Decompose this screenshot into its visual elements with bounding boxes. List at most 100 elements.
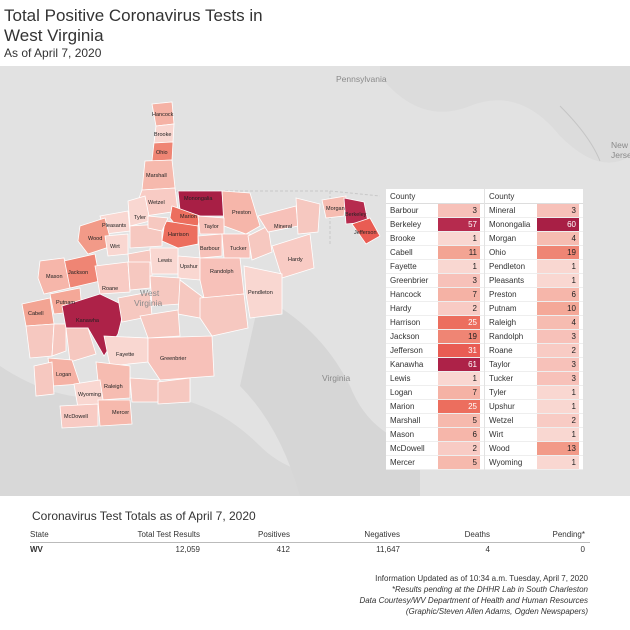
county-row[interactable]: Logan 7 (386, 386, 484, 400)
county-name: Tucker (489, 374, 514, 383)
county-value: 3 (537, 330, 579, 343)
totals-header-positives: Positives (257, 530, 290, 539)
county-name: Pleasants (489, 276, 525, 285)
county-value: 25 (438, 400, 480, 413)
county-value: 1 (438, 260, 480, 273)
county-value: 1 (537, 274, 579, 287)
county-wayne[interactable] (25, 323, 55, 359)
county-grant[interactable] (247, 225, 273, 261)
county-name: Harrison (390, 318, 421, 327)
totals-positives: 412 (276, 545, 290, 554)
totals-pending: 0 (580, 545, 585, 554)
county-row[interactable]: Mercer 5 (386, 456, 484, 470)
county-row[interactable]: Roane 2 (485, 344, 583, 358)
county-row[interactable]: Greenbrier 3 (386, 274, 484, 288)
map-label-mercer: Mercer (112, 410, 129, 416)
county-value: 2 (537, 414, 579, 427)
county-fayette[interactable] (103, 335, 149, 367)
county-row[interactable]: Randolph 3 (485, 330, 583, 344)
county-row[interactable]: Ohio 19 (485, 246, 583, 260)
county-monongalia[interactable] (177, 190, 225, 217)
county-row[interactable]: Kanawha 61 (386, 358, 484, 372)
totals-state: WV (30, 545, 43, 554)
county-nicholas[interactable] (139, 309, 181, 339)
county-mingo[interactable] (33, 361, 55, 397)
county-row[interactable]: Preston 6 (485, 288, 583, 302)
footnote-pending: *Results pending at the DHHR Lab in Sout… (391, 585, 588, 594)
county-value: 3 (537, 358, 579, 371)
county-row[interactable]: Fayette 1 (386, 260, 484, 274)
county-pendleton[interactable] (243, 265, 283, 319)
totals-header-state: State (30, 530, 49, 539)
county-name: Mineral (489, 206, 516, 215)
county-tucker[interactable] (221, 233, 251, 259)
county-morgan[interactable] (321, 195, 347, 219)
county-row[interactable]: Wetzel 2 (485, 414, 583, 428)
county-randolph[interactable] (199, 257, 245, 299)
county-name: Raleigh (489, 318, 517, 327)
county-row[interactable]: Harrison 25 (386, 316, 484, 330)
county-row[interactable]: Marshall 5 (386, 414, 484, 428)
county-mercer[interactable] (97, 399, 133, 427)
county-doddridge[interactable] (147, 215, 169, 232)
county-row[interactable]: Jackson 19 (386, 330, 484, 344)
map-label-pleasants: Pleasants (102, 223, 126, 229)
county-row[interactable]: Hardy 2 (386, 302, 484, 316)
county-row[interactable]: Wirt 1 (485, 428, 583, 442)
county-name: Wood (489, 444, 510, 453)
county-value: 19 (537, 246, 579, 259)
county-row[interactable]: McDowell 2 (386, 442, 484, 456)
county-row[interactable]: Berkeley 57 (386, 218, 484, 232)
county-row[interactable]: Upshur 1 (485, 400, 583, 414)
county-row[interactable]: Brooke 1 (386, 232, 484, 246)
county-hampshire[interactable] (295, 197, 321, 235)
county-calhoun[interactable] (127, 261, 151, 291)
county-barbour[interactable] (197, 233, 223, 259)
county-row[interactable]: Pendleton 1 (485, 260, 583, 274)
county-row[interactable]: Wyoming 1 (485, 456, 583, 470)
county-row[interactable]: Marion 25 (386, 400, 484, 414)
county-row[interactable]: Mason 6 (386, 428, 484, 442)
county-mason[interactable] (37, 257, 71, 295)
map-place-pennsylvania: Pennsylvania (336, 74, 387, 84)
county-name: Taylor (489, 360, 511, 369)
county-column-header: County (485, 189, 583, 204)
totals-header-row: State Total Test Results Positives Negat… (30, 530, 590, 543)
county-pocahontas[interactable] (199, 293, 249, 337)
county-row[interactable]: Raleigh 4 (485, 316, 583, 330)
county-harrison[interactable] (161, 220, 199, 249)
county-value: 7 (438, 386, 480, 399)
county-row[interactable]: Putnam 10 (485, 302, 583, 316)
county-row[interactable]: Hancock 7 (386, 288, 484, 302)
county-name: Kanawha (390, 360, 424, 369)
map-label-wood: Wood (88, 236, 102, 242)
county-mcdowell[interactable] (59, 403, 99, 429)
map[interactable]: Hancock Brooke Ohio Marshall Wetzel Tyle… (0, 66, 630, 496)
county-monroe[interactable] (157, 377, 191, 405)
county-roane[interactable] (94, 261, 131, 295)
map-label-putnam: Putnam (56, 300, 75, 306)
county-row[interactable]: Jefferson 31 (386, 344, 484, 358)
county-row[interactable]: Lewis 1 (386, 372, 484, 386)
county-hardy[interactable] (271, 233, 315, 279)
county-row[interactable]: Pleasants 1 (485, 274, 583, 288)
map-place-virginia: Virginia (322, 373, 351, 383)
county-wood[interactable] (77, 217, 113, 255)
county-jefferson[interactable] (351, 217, 381, 245)
county-row[interactable]: Taylor 3 (485, 358, 583, 372)
totals-deaths: 4 (485, 545, 490, 554)
county-row[interactable]: Monongalia 60 (485, 218, 583, 232)
county-row[interactable]: Barbour 3 (386, 204, 484, 218)
county-row[interactable]: Wood 13 (485, 442, 583, 456)
county-boone[interactable] (65, 327, 97, 363)
county-row[interactable]: Tucker 3 (485, 372, 583, 386)
county-row[interactable]: Morgan 4 (485, 232, 583, 246)
county-row[interactable]: Cabell 11 (386, 246, 484, 260)
county-value: 5 (438, 456, 480, 469)
county-row[interactable]: Tyler 1 (485, 386, 583, 400)
county-lincoln[interactable] (51, 323, 67, 357)
county-summers[interactable] (129, 377, 161, 403)
county-row[interactable]: Mineral 3 (485, 204, 583, 218)
county-value: 10 (537, 302, 579, 315)
page-title: Total Positive Coronavirus Tests in West… (4, 6, 263, 45)
